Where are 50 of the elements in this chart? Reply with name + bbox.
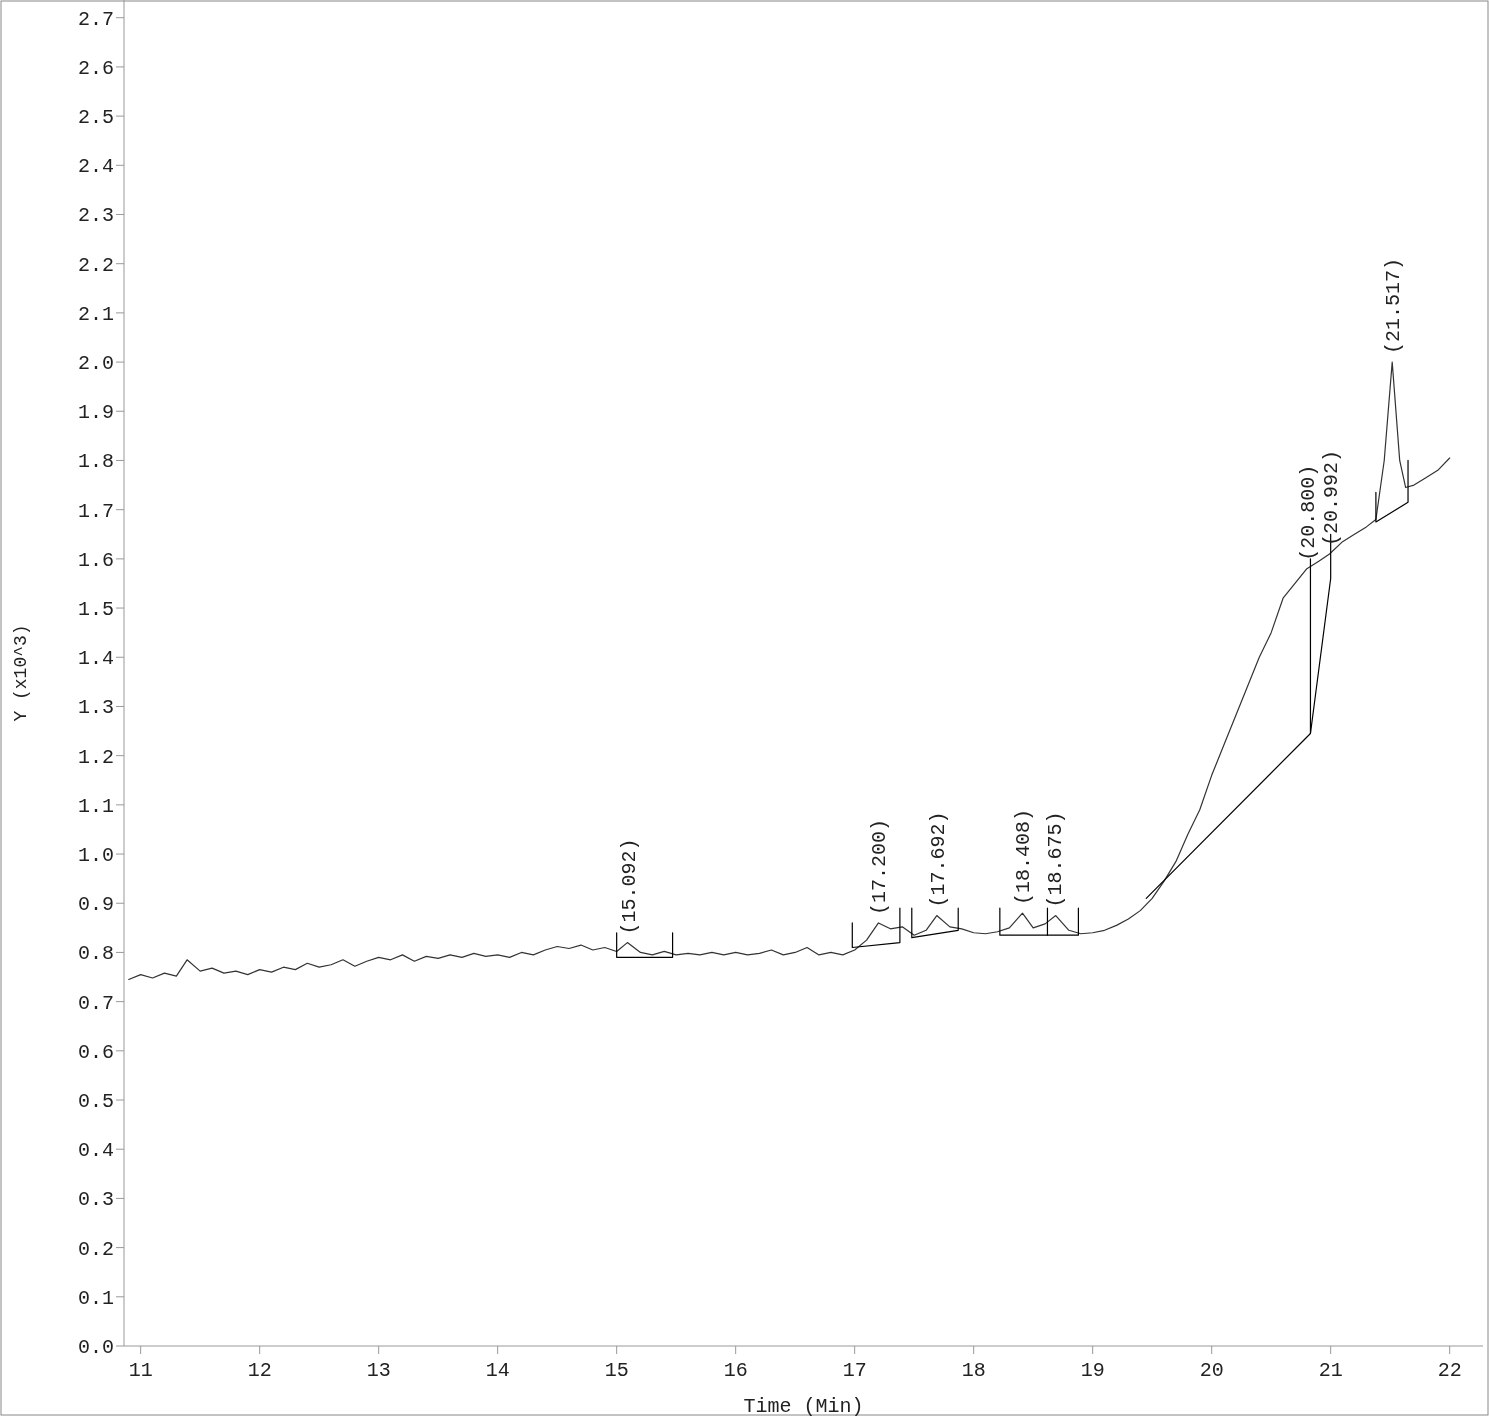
y-tick-label: 1.8	[77, 450, 114, 474]
y-tick-label: 0.4	[77, 1139, 114, 1163]
annotation: (18.675)	[1044, 811, 1067, 908]
annotation: (15.092)	[617, 838, 641, 935]
y-tick-label: 0.8	[77, 942, 114, 966]
annotation: (21.517)	[1382, 258, 1406, 355]
y-tick-label: 1.2	[77, 745, 114, 769]
y-tick-label: 0.2	[77, 1237, 114, 1261]
y-tick-label: 0.6	[77, 1040, 114, 1064]
y-tick-label: 1.4	[77, 647, 114, 671]
y-axis-title: Y (x10^3)	[11, 624, 31, 722]
annotation: (20.800)	[1296, 464, 1320, 561]
annotation: (20.992)	[1319, 449, 1343, 546]
y-tick-label: 2.0	[77, 352, 114, 376]
y-tick-label: 1.7	[77, 499, 114, 523]
x-tick-label: 18	[961, 1359, 986, 1382]
y-tick-label: 2.4	[77, 155, 114, 179]
x-tick-label: 16	[723, 1359, 748, 1382]
x-tick-label: 12	[247, 1359, 272, 1382]
y-tick-label: 2.5	[77, 106, 114, 130]
y-tick-label: 1.1	[77, 794, 114, 818]
y-tick-label: 2.1	[77, 302, 114, 326]
y-tick-label: 0.0	[77, 1336, 114, 1359]
annotation: (17.200)	[868, 818, 892, 915]
x-tick-label: 11	[128, 1359, 153, 1382]
x-tick-label: 19	[1080, 1359, 1105, 1382]
x-axis-title: Time (Min)	[743, 1395, 864, 1416]
x-tick-label: 14	[485, 1359, 510, 1382]
y-tick-label: 2.3	[77, 204, 114, 228]
y-tick-label: 1.6	[77, 548, 114, 572]
y-tick-label: 2.6	[77, 56, 114, 80]
x-tick-label: 15	[604, 1359, 629, 1382]
x-tick-label: 13	[366, 1359, 391, 1382]
y-tick-label: 0.7	[77, 991, 114, 1015]
x-tick-label: 17	[842, 1359, 867, 1382]
x-tick-label: 20	[1199, 1359, 1224, 1382]
y-tick-label: 0.5	[77, 1090, 114, 1114]
y-tick-label: 0.9	[77, 893, 114, 917]
y-tick-label: 0.1	[77, 1286, 114, 1310]
y-tick-label: 1.5	[77, 598, 114, 622]
y-tick-label: 2.7	[77, 7, 114, 31]
x-tick-label: 21	[1318, 1359, 1343, 1382]
y-tick-label: 0.3	[77, 1188, 114, 1212]
x-tick-label: 22	[1437, 1359, 1462, 1382]
y-tick-label: 1.3	[77, 696, 114, 720]
annotation: (18.408)	[1012, 809, 1036, 906]
y-tick-label: 2.2	[77, 253, 114, 277]
y-tick-label: 1.0	[77, 844, 114, 868]
annotation: (17.692)	[927, 811, 951, 908]
y-tick-label: 1.9	[77, 401, 114, 425]
